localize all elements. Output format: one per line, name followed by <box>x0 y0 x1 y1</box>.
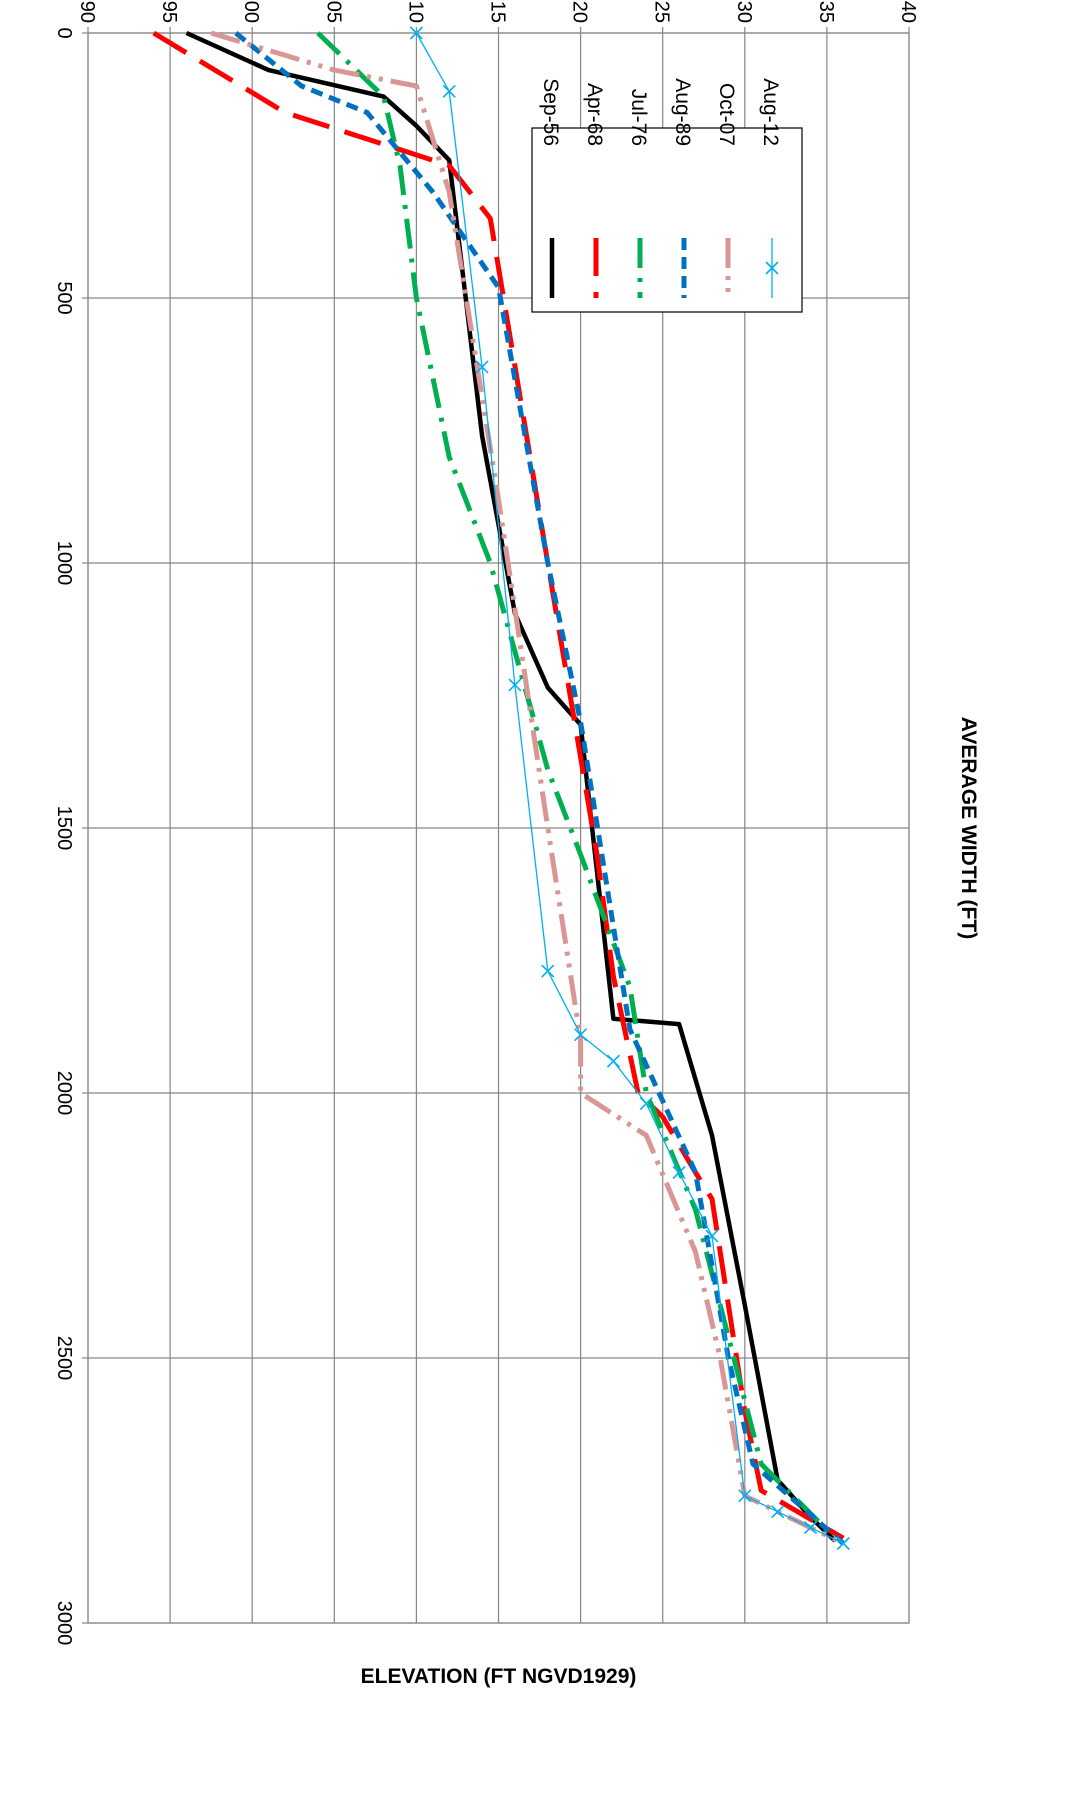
y-tick-label: 1620 <box>569 0 591 23</box>
series-aug-89 <box>234 31 845 1546</box>
x-tick-label: 500 <box>53 281 75 314</box>
series-line <box>185 30 837 1543</box>
plot-area: 0 500 1000 1500 2000 2500 3000 1590 1595 1600 1605… <box>53 0 980 1688</box>
x-tick-label: 3000 <box>53 1601 75 1646</box>
y-tick-label: 1630 <box>733 0 755 23</box>
y-tick-label: 1605 <box>322 0 344 23</box>
y-axis-title: ELEVATION (FT NGVD1929) <box>361 1665 637 1688</box>
legend-item: Oct-07 <box>715 83 738 298</box>
data-point-marker <box>409 26 423 40</box>
legend-item: Sep-56 <box>539 78 562 298</box>
x-tick-label: 2500 <box>53 1336 75 1381</box>
legend-item: Aug-89 <box>671 78 694 298</box>
series-line <box>415 32 844 1545</box>
data-point-marker <box>836 1536 850 1551</box>
data-point-marker <box>606 1054 621 1068</box>
data-point-marker <box>475 360 489 374</box>
series-line <box>316 31 837 1540</box>
x-axis-title: AVERAGE WIDTH (FT) <box>957 717 980 939</box>
legend-item: Apr-68 <box>583 83 606 298</box>
data-point-marker <box>574 1028 588 1042</box>
series-aug-12 <box>409 26 850 1551</box>
y-tick-label: 1600 <box>240 0 262 23</box>
legend-label: Jul-76 <box>627 89 650 146</box>
x-tick-label: 1000 <box>53 541 75 586</box>
y-tick-label: 1595 <box>158 0 180 23</box>
series-line <box>234 31 845 1546</box>
series-jul-76 <box>316 31 837 1540</box>
x-tick-label: 2000 <box>53 1071 75 1116</box>
y-tick-label: 1615 <box>487 0 509 23</box>
legend-label: Oct-07 <box>715 83 738 146</box>
legend-label: Sep-56 <box>539 78 562 146</box>
legend-item: Jul-76 <box>627 89 650 298</box>
legend: Sep-56 Apr-68 Jul-76 Aug-89 Oct-07 Aug-12 <box>531 78 803 313</box>
tick-labels: 0 500 1000 1500 2000 2500 3000 1590 1595 1600 1605… <box>53 0 919 1645</box>
legend-marker <box>765 261 779 275</box>
data-point-marker <box>705 1229 719 1243</box>
series-sep-56 <box>185 30 837 1543</box>
data-point-marker <box>541 964 555 978</box>
x-tick-label: 0 <box>53 27 75 38</box>
plot-frame <box>87 32 910 1624</box>
legend-label: Apr-68 <box>583 83 606 146</box>
y-tick-label: 1610 <box>404 0 426 23</box>
series-line <box>210 30 845 1546</box>
data-point-marker <box>508 678 522 692</box>
y-tick-label: 1625 <box>651 0 673 23</box>
data-point-marker <box>672 1165 686 1180</box>
data-point-marker <box>803 1521 818 1535</box>
data-point-marker <box>639 1097 653 1111</box>
data-point-marker <box>442 84 456 98</box>
legend-box <box>531 127 803 313</box>
data-point-marker <box>771 1505 785 1519</box>
y-tick-label: 1590 <box>76 0 98 23</box>
legend-label: Aug-12 <box>759 78 782 146</box>
legend-label: Aug-89 <box>671 78 694 146</box>
data-point-marker <box>738 1489 752 1503</box>
series-layer <box>152 26 850 1551</box>
y-tick-label: 1635 <box>815 0 837 23</box>
legend-item: Aug-12 <box>759 78 782 298</box>
x-tick-label: 1500 <box>53 806 75 851</box>
series-oct-07 <box>210 30 845 1546</box>
y-tick-label: 1640 <box>897 0 919 23</box>
